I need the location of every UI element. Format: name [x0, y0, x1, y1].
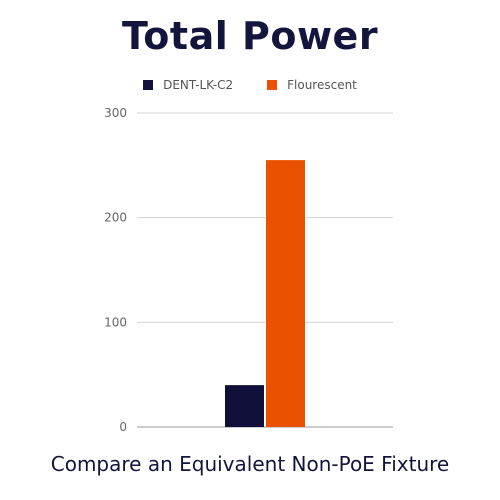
legend-item-flourescent: Flourescent — [267, 78, 357, 92]
y-tick-label: 0 — [119, 420, 127, 434]
bar-flourescent — [266, 160, 305, 427]
legend-swatch-dent — [143, 80, 154, 90]
legend-label-dent: DENT-LK-C2 — [163, 78, 234, 92]
chart-caption: Compare an Equivalent Non-PoE Fixture — [50, 452, 450, 476]
y-tick-label: 300 — [104, 106, 127, 120]
chart-title: Total Power — [121, 14, 379, 58]
legend-label-flourescent: Flourescent — [287, 78, 357, 92]
legend-item-dent: DENT-LK-C2 — [143, 78, 233, 92]
y-tick-label: 200 — [104, 211, 127, 225]
y-tick-label: 100 — [104, 315, 127, 329]
bar-dent-lk-c2 — [225, 385, 264, 427]
chart-legend: DENT-LK-C2 Flourescent — [0, 78, 500, 92]
legend-swatch-flourescent — [267, 80, 278, 90]
